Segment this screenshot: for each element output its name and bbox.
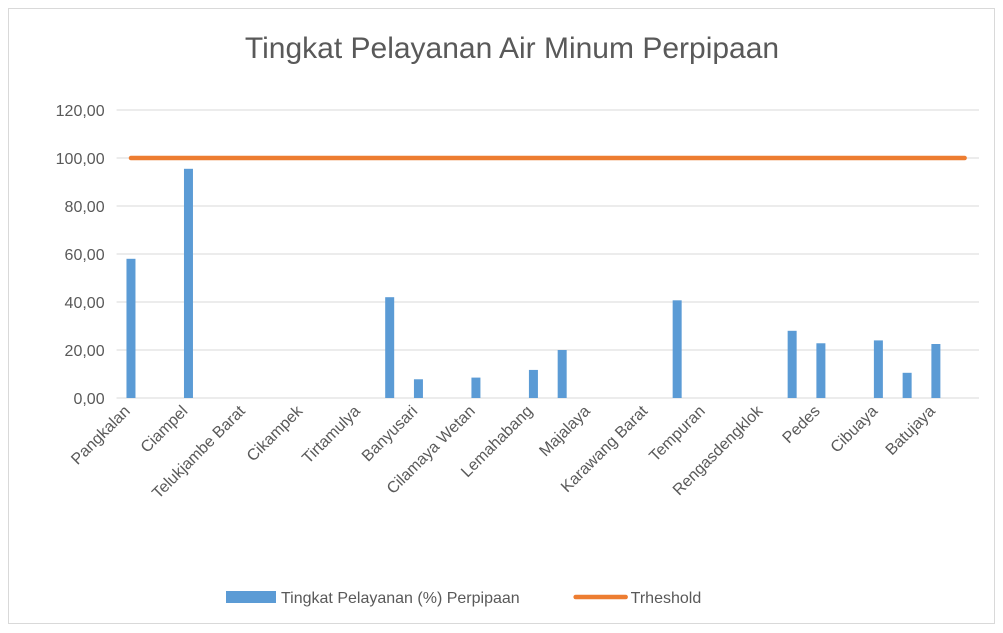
y-tick-label: 20,00 xyxy=(65,343,105,360)
legend-label: Trheshold xyxy=(631,590,702,607)
y-tick-label: 0,00 xyxy=(73,391,104,408)
bar xyxy=(672,300,682,398)
legend-label: Tingkat Pelayanan (%) Perpipaan xyxy=(281,590,520,607)
bar xyxy=(873,340,883,398)
chart-border xyxy=(8,8,995,624)
y-tick-label: 100,00 xyxy=(56,151,105,168)
bar xyxy=(816,343,826,398)
y-tick-label: 60,00 xyxy=(65,247,105,264)
chart-title: Tingkat Pelayanan Air Minum Perpipaan xyxy=(245,32,779,65)
bar xyxy=(931,344,941,398)
bar xyxy=(183,168,193,398)
bar xyxy=(787,330,797,398)
bar xyxy=(126,258,136,398)
bar xyxy=(528,369,538,398)
bar xyxy=(902,372,912,398)
bar xyxy=(385,297,395,398)
y-tick-label: 80,00 xyxy=(65,199,105,216)
legend-swatch xyxy=(226,591,276,603)
bar xyxy=(471,377,481,398)
y-tick-label: 120,00 xyxy=(56,103,105,120)
bar xyxy=(413,379,423,398)
y-tick-label: 40,00 xyxy=(65,295,105,312)
bar xyxy=(557,350,567,398)
